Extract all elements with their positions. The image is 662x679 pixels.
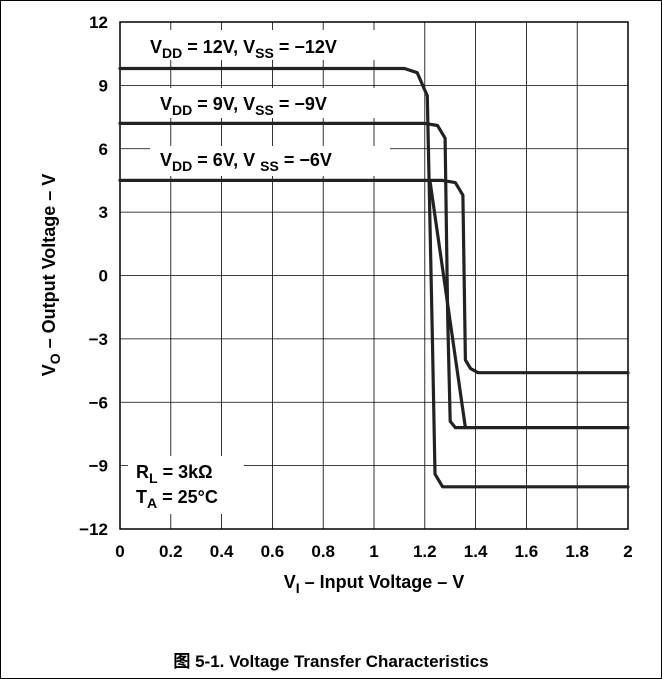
figure-caption: 图 5-1. Voltage Transfer Characteristics [173,652,488,671]
conditions-bg [128,456,244,514]
x-tick-label: 1.6 [515,542,539,561]
x-tick-label: 1.8 [565,542,589,561]
x-tick-label: 0.8 [311,542,335,561]
annotation-bg-9v [150,88,388,118]
condition-rl: RL = 3kΩ [136,462,213,486]
y-tick-label: 9 [99,76,108,95]
y-tick-label: −9 [89,457,108,476]
annotation-bg-12v [128,30,390,60]
y-tick-label: −6 [89,393,108,412]
y-tick-label: 6 [99,140,108,159]
x-tick-label: 0 [115,542,124,561]
plot-area-border [119,21,629,530]
y-tick-label: 0 [99,267,108,286]
x-tick-label: 2 [623,542,632,561]
series-line-0 [118,66,630,489]
x-axis-title: VI – Input Voltage – V [284,572,465,596]
x-tick-labels: 0 0.2 0.4 0.6 0.8 1 1.2 1.4 1.6 1.8 2 [115,542,632,561]
x-tick-label: 0.4 [210,542,234,561]
x-tick-label: 1 [369,542,378,561]
y-tick-label: 12 [89,13,108,32]
y-tick-label: −3 [89,330,108,349]
y-tick-label: 3 [99,203,108,222]
series-lines [118,66,630,489]
x-tick-label: 1.2 [413,542,437,561]
y-tick-labels: −12 −9 −6 −3 0 3 6 9 12 [79,13,108,539]
condition-ta: TA = 25°C [136,487,218,511]
annotation-vdd-12v: VDD = 12V, VSS = −12V [150,37,337,61]
x-tick-label: 0.2 [159,542,183,561]
x-tick-label: 1.4 [464,542,488,561]
y-tick-label: −12 [79,520,108,539]
series-line-3 [428,178,467,430]
annotation-bg-6v [150,146,390,176]
y-axis-title: VO – Output Voltage – V [39,174,63,377]
x-tick-label: 0.6 [261,542,285,561]
series-line-2 [118,178,630,375]
annotation-vdd-6v: VDD = 6V, V SS = −6V [160,150,332,174]
annotation-vdd-9v: VDD = 9V, VSS = −9V [160,94,327,118]
series-line-1 [118,121,630,430]
